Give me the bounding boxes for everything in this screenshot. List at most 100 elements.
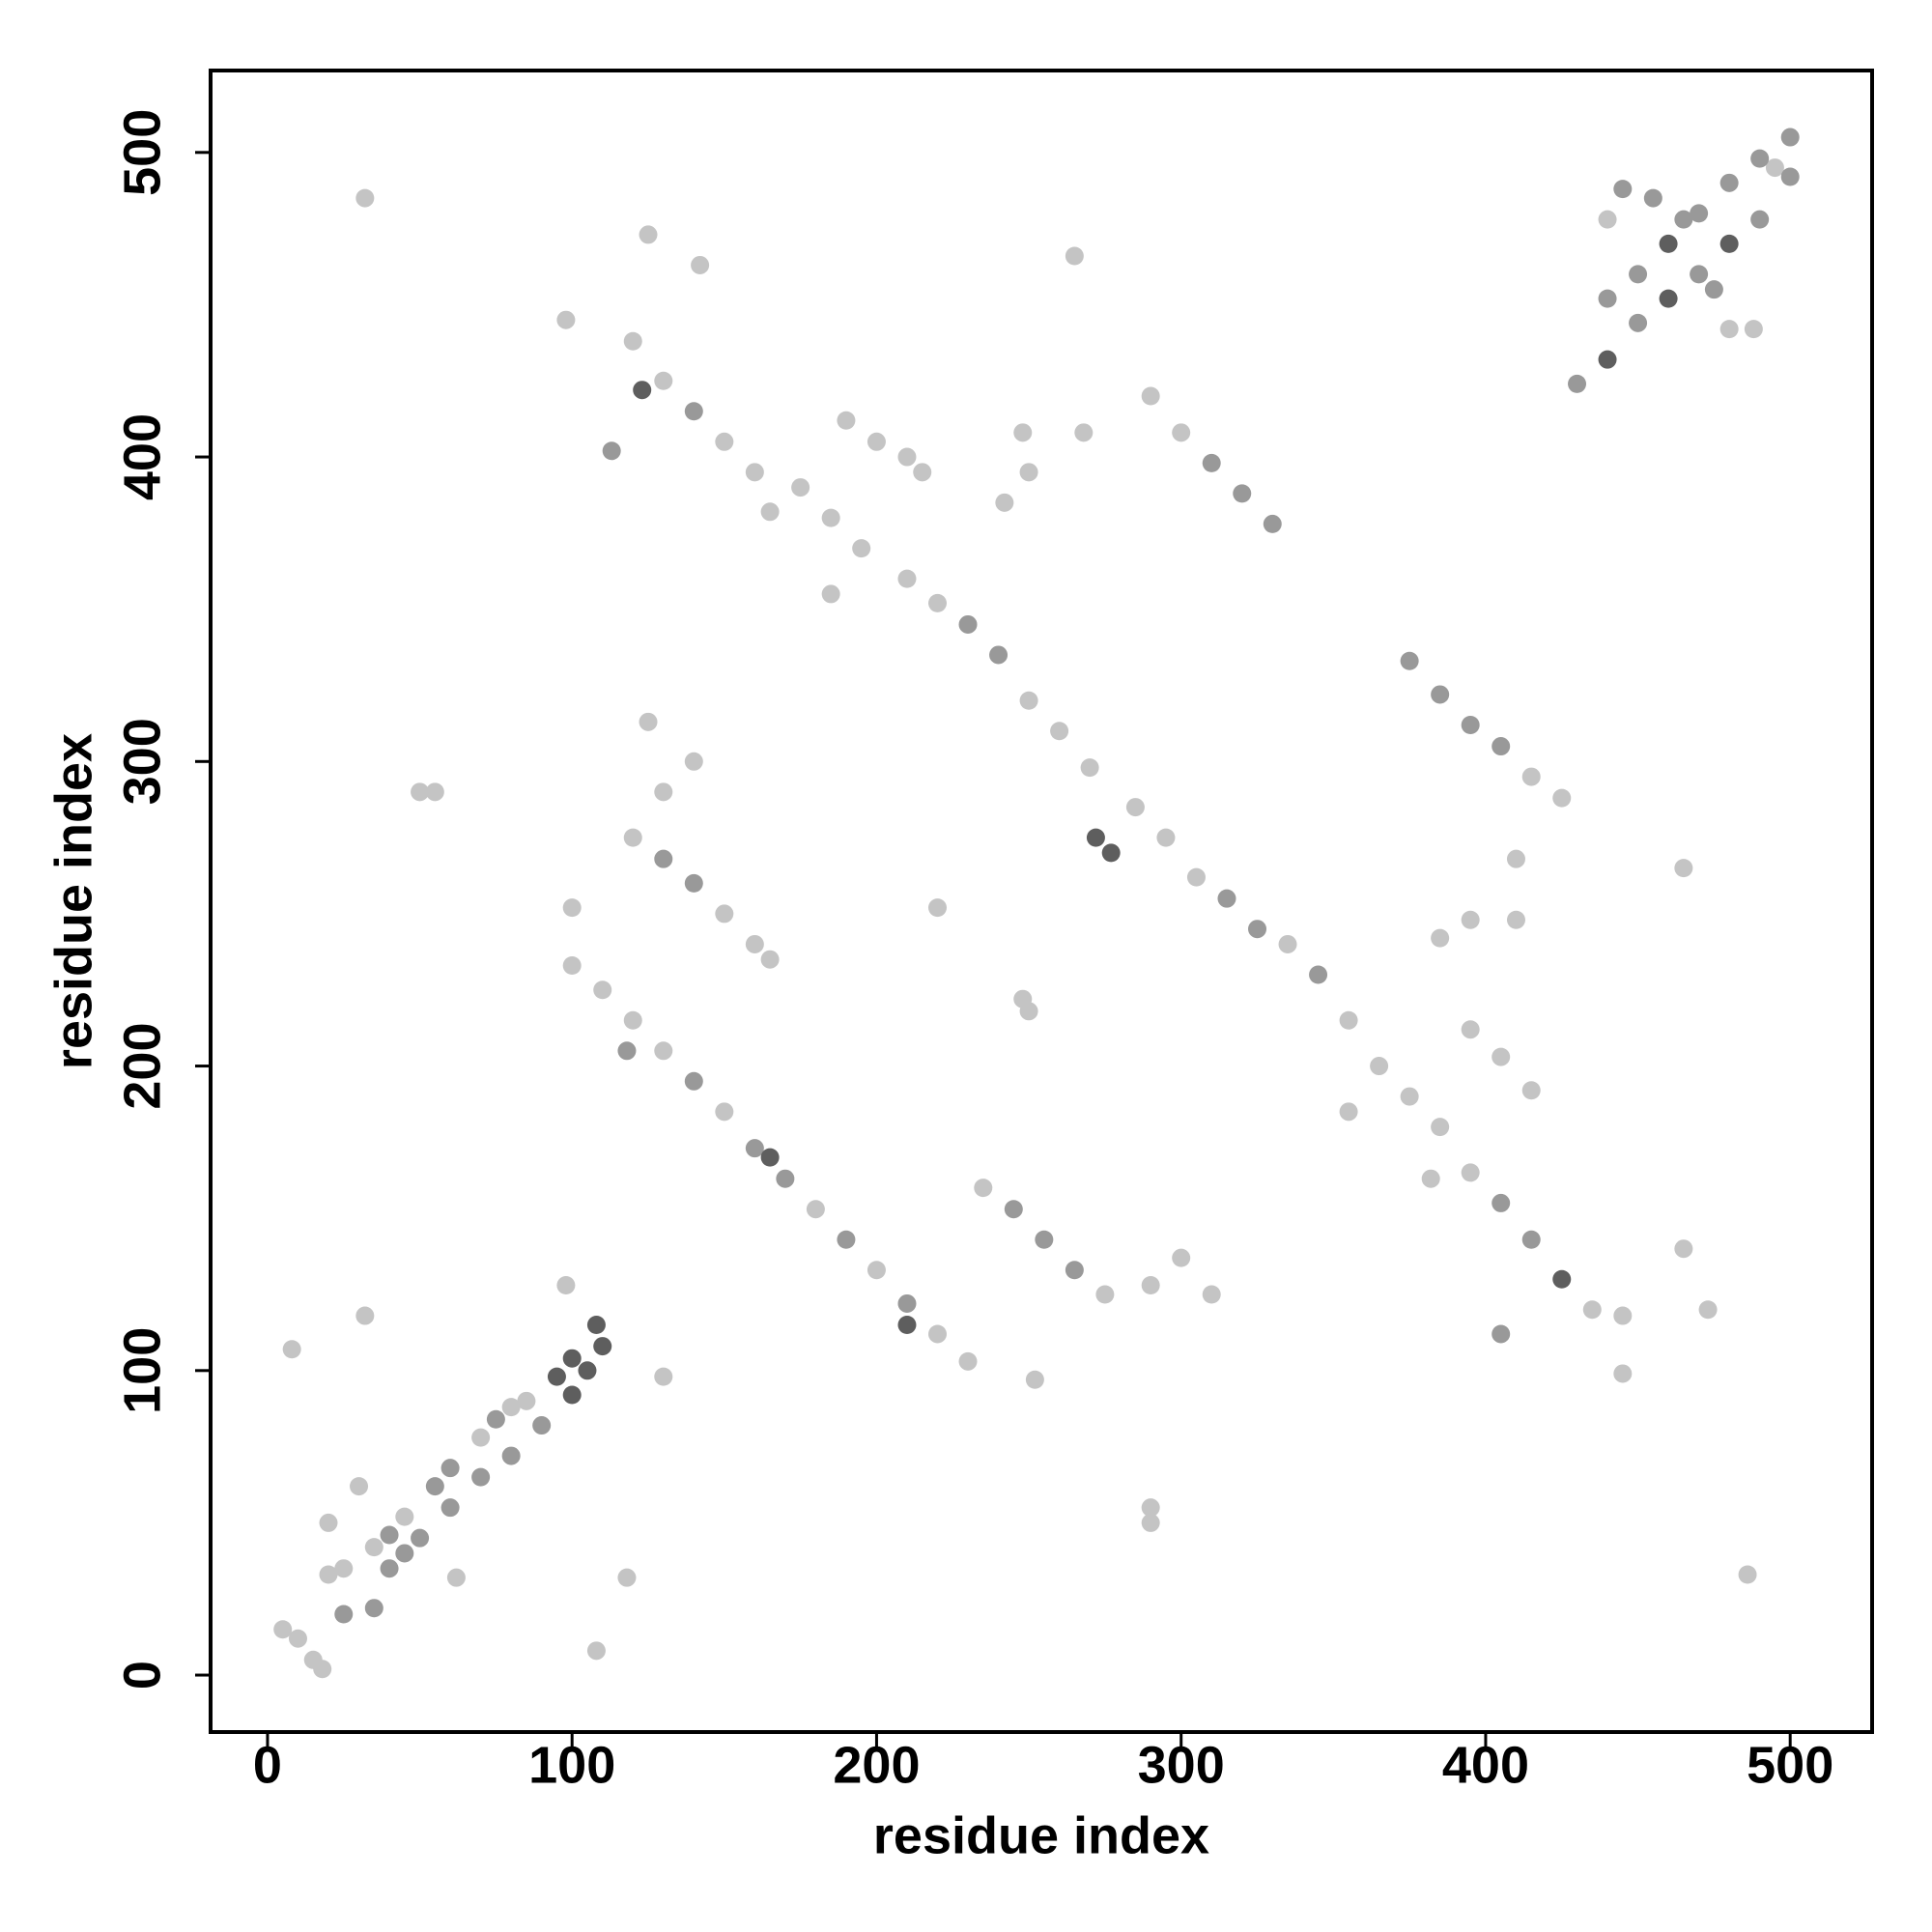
point	[1400, 651, 1419, 670]
point	[617, 1041, 637, 1061]
point	[1080, 758, 1099, 778]
point	[760, 1148, 780, 1167]
point	[806, 1200, 825, 1219]
point	[1035, 1230, 1054, 1249]
point	[776, 1169, 795, 1188]
point	[639, 225, 658, 244]
point	[334, 1559, 354, 1578]
point	[501, 1398, 521, 1417]
point	[897, 569, 917, 588]
point	[745, 934, 764, 953]
point	[1674, 210, 1693, 229]
point	[593, 980, 612, 1000]
point	[1019, 691, 1038, 710]
point	[760, 502, 780, 522]
point	[654, 371, 673, 390]
point	[1263, 514, 1282, 533]
point	[623, 1010, 642, 1030]
point	[380, 1525, 399, 1545]
point	[852, 539, 871, 558]
point	[1025, 1370, 1044, 1389]
point	[989, 645, 1009, 665]
point	[623, 331, 642, 351]
point	[633, 381, 652, 400]
point	[928, 898, 947, 918]
point	[1019, 1002, 1038, 1021]
point	[282, 1340, 301, 1359]
point	[1613, 1364, 1633, 1383]
point	[1738, 1565, 1757, 1584]
point	[1659, 234, 1678, 253]
point	[517, 1391, 536, 1410]
y-tick-label: 200	[113, 1022, 171, 1109]
plot-frame	[209, 69, 1874, 1734]
point	[440, 1459, 460, 1478]
point	[556, 1276, 576, 1295]
point	[1674, 859, 1693, 878]
point	[691, 255, 710, 274]
x-axis-label: residue index	[873, 1806, 1209, 1864]
point	[1521, 1081, 1541, 1100]
point	[1141, 386, 1160, 406]
point	[411, 782, 430, 802]
point	[654, 849, 673, 868]
point	[1659, 289, 1678, 308]
point	[1202, 1285, 1221, 1304]
x-tick-label: 200	[833, 1736, 920, 1794]
point	[837, 1230, 856, 1249]
point	[1765, 158, 1784, 178]
point	[319, 1565, 338, 1584]
point	[471, 1467, 491, 1487]
point	[745, 463, 764, 482]
point	[1613, 1306, 1633, 1325]
point	[355, 188, 375, 208]
point	[364, 1538, 384, 1557]
point	[586, 1641, 606, 1661]
point	[1172, 1248, 1191, 1267]
point	[440, 1498, 460, 1518]
point	[425, 782, 444, 802]
point	[1461, 715, 1480, 734]
point	[1461, 910, 1480, 929]
point	[913, 463, 932, 482]
point	[1506, 910, 1525, 929]
point	[355, 1306, 375, 1325]
point	[1233, 484, 1252, 503]
point	[867, 432, 886, 451]
point	[1690, 265, 1709, 284]
point	[1552, 788, 1572, 808]
point	[1431, 928, 1450, 948]
point	[425, 1477, 444, 1496]
point	[1013, 423, 1033, 442]
point	[1217, 889, 1236, 908]
point	[1421, 1169, 1440, 1188]
point	[1370, 1057, 1389, 1076]
point	[1125, 798, 1145, 817]
point	[897, 1293, 917, 1313]
point	[486, 1409, 505, 1429]
point	[654, 782, 673, 802]
point	[1521, 1230, 1541, 1249]
point	[1698, 1300, 1718, 1320]
point	[684, 402, 703, 421]
point	[867, 1261, 886, 1280]
point	[364, 1599, 384, 1618]
point	[1101, 843, 1121, 863]
point	[1750, 210, 1770, 229]
point	[1582, 1300, 1602, 1320]
point	[1141, 1276, 1160, 1295]
x-tick-label: 0	[253, 1736, 282, 1794]
point	[928, 1324, 947, 1344]
point	[1141, 1498, 1160, 1518]
point	[897, 1316, 917, 1335]
point	[350, 1477, 369, 1496]
point	[1598, 210, 1617, 229]
x-tick-label: 300	[1138, 1736, 1225, 1794]
point	[1568, 374, 1587, 393]
point	[1461, 1020, 1480, 1039]
point	[593, 1337, 612, 1356]
point	[1598, 289, 1617, 308]
point	[1521, 767, 1541, 786]
